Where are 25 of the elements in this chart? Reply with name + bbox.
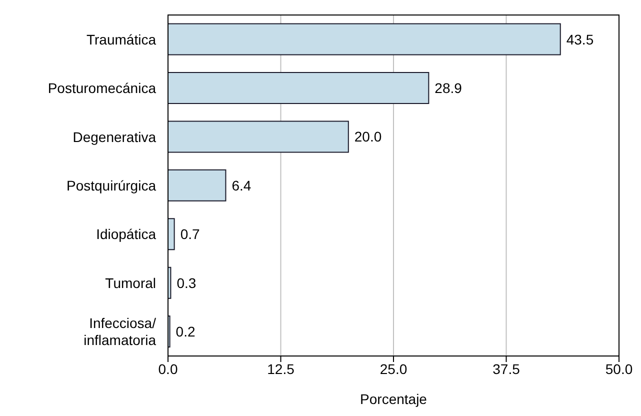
y-tick-label: Degenerativa bbox=[72, 128, 156, 145]
data-label: 20.0 bbox=[354, 128, 382, 145]
y-tick-label: Postquirúrgica bbox=[66, 178, 156, 194]
x-tick-label: 0.0 bbox=[158, 360, 178, 377]
data-label: 0.2 bbox=[176, 324, 196, 340]
data-label: 28.9 bbox=[434, 80, 462, 96]
bar bbox=[168, 23, 561, 56]
x-tick-label: 12.5 bbox=[267, 360, 295, 377]
bar bbox=[168, 218, 175, 250]
data-label: 0.3 bbox=[176, 274, 196, 291]
y-tick-label: Posturomecánica bbox=[48, 80, 156, 96]
bar bbox=[168, 72, 430, 104]
y-tick-label: Tumoral bbox=[105, 274, 156, 291]
data-label: 43.5 bbox=[566, 31, 594, 48]
data-label: 0.7 bbox=[180, 226, 200, 242]
x-tick-label: 37.5 bbox=[492, 360, 520, 377]
y-tick-label: Traumática bbox=[86, 31, 156, 48]
y-tick-label: Idiopática bbox=[96, 226, 156, 242]
x-tick-label: 50.0 bbox=[605, 360, 633, 377]
bar bbox=[168, 120, 349, 153]
y-tick-label: Infecciosa/inflamatoria bbox=[84, 315, 156, 348]
bar bbox=[168, 169, 226, 202]
x-axis-title: Porcentaje bbox=[360, 391, 428, 407]
x-tick-label: 25.0 bbox=[380, 360, 408, 377]
data-label: 6.4 bbox=[232, 177, 252, 194]
